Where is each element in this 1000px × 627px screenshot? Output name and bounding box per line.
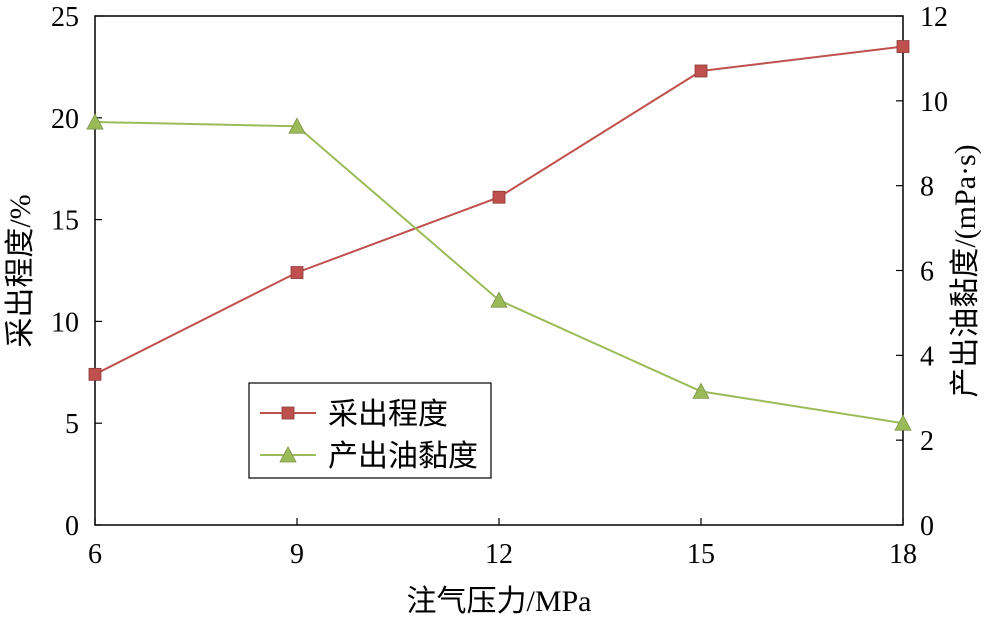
x-tick-label: 18: [889, 539, 917, 570]
x-tick-label: 9: [290, 539, 304, 570]
series-1-point: [86, 113, 104, 130]
y-tick-label-left: 0: [65, 511, 79, 542]
series-0-point: [290, 266, 304, 279]
x-axis-title: 注气压力/MPa: [406, 585, 591, 618]
series-layer: [86, 40, 912, 431]
legend-label-series-0: 采出程度: [328, 398, 448, 431]
y-tick-label-right: 4: [920, 341, 934, 372]
x-tick-label: 6: [88, 539, 102, 570]
series-1-point: [490, 291, 508, 308]
series-0-point: [88, 367, 102, 381]
legend-marker-series-1: [279, 446, 297, 463]
y-tick-label-right: 2: [920, 426, 934, 457]
series-0-point: [694, 64, 708, 78]
y-tick-label-left: 25: [51, 2, 79, 33]
x-tick-label: 15: [687, 539, 715, 570]
y-tick-label-left: 20: [51, 104, 79, 135]
series-0-point: [896, 40, 910, 53]
y-tick-label-left: 10: [51, 307, 79, 338]
x-tick-label: 12: [485, 539, 513, 570]
y-tick-label-right: 12: [920, 2, 948, 33]
y-axis-title-left: 采出程度/%: [4, 194, 37, 347]
series-1-point: [894, 414, 912, 431]
y-tick-label-right: 6: [920, 257, 934, 288]
y-axis-title-right: 产出油黏度/(mPa·s): [949, 144, 982, 397]
y-tick-label-left: 15: [51, 206, 79, 237]
y-tick-label-right: 10: [920, 87, 948, 118]
y-tick-label-left: 5: [65, 409, 79, 440]
series-0-point: [492, 190, 506, 204]
y-tick-label-right: 8: [920, 172, 934, 203]
plot-area: [94, 15, 904, 526]
series-1-point: [288, 117, 306, 134]
series-line-1: [94, 121, 904, 425]
y-tick-label-right: 0: [920, 511, 934, 542]
legend-marker-series-0: [281, 406, 295, 420]
series-1-point: [692, 382, 710, 399]
legend: 采出程度 产出油黏度: [248, 382, 492, 479]
series-line-0: [94, 45, 904, 376]
legend-label-series-1: 产出油黏度: [328, 440, 478, 473]
